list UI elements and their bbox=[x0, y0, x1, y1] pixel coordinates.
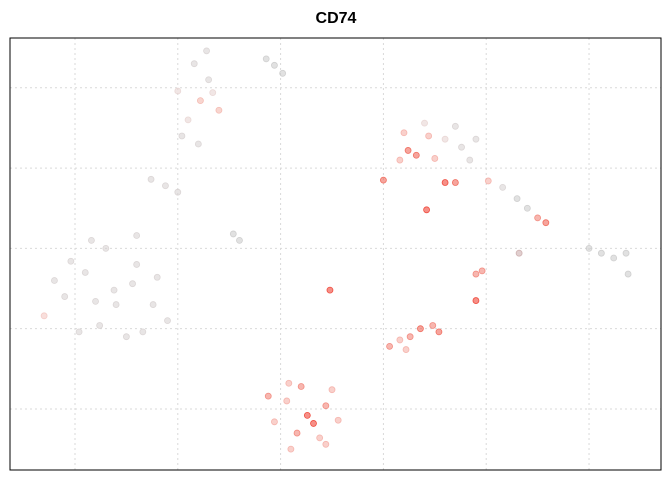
point bbox=[285, 379, 293, 387]
point bbox=[303, 411, 311, 419]
point bbox=[297, 383, 305, 390]
point bbox=[287, 445, 295, 453]
point bbox=[472, 297, 480, 304]
point bbox=[425, 132, 433, 140]
point bbox=[112, 301, 120, 308]
point bbox=[197, 97, 204, 105]
point bbox=[396, 156, 404, 164]
point bbox=[279, 69, 287, 77]
point bbox=[597, 249, 605, 257]
point bbox=[542, 219, 550, 227]
point bbox=[513, 195, 521, 202]
point bbox=[264, 392, 272, 400]
point bbox=[310, 420, 317, 427]
point bbox=[122, 333, 130, 341]
point bbox=[423, 206, 430, 214]
point bbox=[147, 175, 155, 183]
point bbox=[229, 230, 237, 238]
point bbox=[184, 116, 192, 124]
point bbox=[81, 269, 89, 276]
point bbox=[271, 418, 278, 426]
point bbox=[178, 132, 186, 140]
point bbox=[451, 122, 459, 130]
point bbox=[429, 322, 437, 329]
point bbox=[88, 236, 95, 244]
point bbox=[585, 244, 593, 252]
point bbox=[129, 280, 136, 288]
point bbox=[162, 182, 169, 190]
point bbox=[92, 297, 99, 305]
point bbox=[472, 135, 480, 143]
point bbox=[441, 135, 449, 143]
point bbox=[458, 143, 465, 151]
point bbox=[406, 333, 414, 341]
point bbox=[205, 76, 213, 84]
point bbox=[431, 155, 439, 162]
point bbox=[271, 61, 278, 69]
point bbox=[421, 119, 428, 127]
point bbox=[215, 106, 223, 114]
point bbox=[194, 140, 202, 148]
point bbox=[203, 47, 210, 55]
point bbox=[164, 317, 171, 325]
point bbox=[523, 204, 531, 212]
point bbox=[75, 328, 83, 336]
point bbox=[174, 188, 182, 196]
point bbox=[610, 254, 618, 262]
point bbox=[441, 179, 449, 186]
chart-title: CD74 bbox=[316, 10, 357, 27]
point bbox=[534, 214, 542, 222]
point bbox=[209, 89, 217, 97]
point bbox=[451, 179, 459, 186]
point bbox=[404, 147, 412, 154]
point bbox=[478, 267, 486, 275]
point bbox=[402, 346, 410, 353]
point bbox=[67, 257, 75, 265]
point bbox=[149, 301, 157, 308]
point bbox=[400, 129, 408, 137]
point bbox=[435, 328, 443, 336]
point bbox=[174, 87, 182, 95]
point bbox=[380, 176, 387, 184]
point bbox=[466, 156, 474, 164]
point bbox=[61, 293, 69, 300]
point bbox=[110, 286, 118, 294]
point bbox=[40, 312, 48, 320]
point bbox=[334, 416, 342, 424]
point bbox=[236, 236, 243, 244]
point bbox=[133, 261, 141, 268]
point bbox=[412, 151, 420, 159]
point bbox=[96, 322, 104, 329]
point bbox=[515, 249, 523, 257]
point bbox=[386, 342, 393, 350]
point bbox=[262, 55, 270, 63]
point bbox=[499, 183, 507, 191]
point bbox=[328, 386, 336, 394]
point bbox=[190, 60, 198, 68]
point bbox=[293, 429, 301, 437]
point bbox=[484, 177, 492, 185]
point bbox=[51, 277, 58, 284]
plot-frame bbox=[9, 37, 662, 471]
point bbox=[624, 270, 632, 278]
point bbox=[322, 402, 330, 410]
point bbox=[153, 273, 161, 281]
point bbox=[472, 270, 480, 278]
point bbox=[133, 232, 141, 239]
point bbox=[417, 325, 424, 333]
point bbox=[139, 328, 147, 336]
point bbox=[316, 434, 324, 442]
point bbox=[322, 440, 330, 448]
point bbox=[326, 286, 334, 294]
point bbox=[283, 397, 291, 405]
point bbox=[396, 336, 404, 344]
point bbox=[102, 244, 110, 252]
point bbox=[622, 249, 630, 257]
